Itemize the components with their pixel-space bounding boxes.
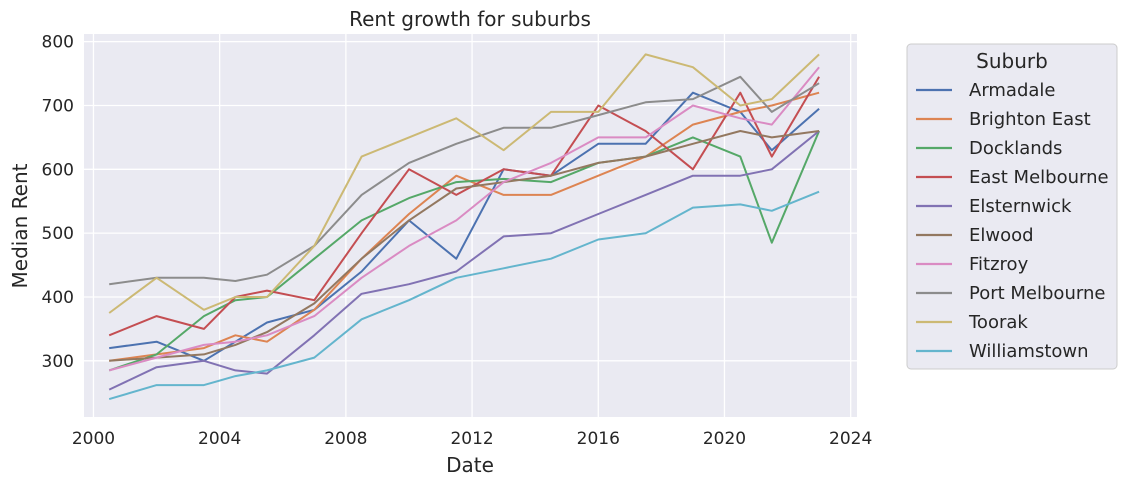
x-tick-label: 2012 (450, 429, 493, 449)
x-tick-label: 2004 (198, 429, 241, 449)
y-tick-label: 700 (42, 96, 74, 116)
x-axis-label: Date (446, 453, 494, 477)
chart-title: Rent growth for suburbs (349, 7, 591, 31)
legend-label-toorak: Toorak (968, 312, 1028, 333)
plot-background (84, 34, 857, 417)
legend-label-williamstown: Williamstown (969, 341, 1089, 362)
x-tick-label: 2008 (324, 429, 367, 449)
legend-label-docklands: Docklands (969, 138, 1062, 159)
y-tick-label: 400 (42, 288, 74, 308)
legend-label-east-melbourne: East Melbourne (969, 167, 1109, 188)
x-tick-label: 2020 (703, 429, 746, 449)
y-tick-label: 300 (42, 352, 74, 372)
legend-label-armadale: Armadale (969, 80, 1056, 101)
y-tick-label: 500 (42, 224, 74, 244)
y-tick-label: 600 (42, 160, 74, 180)
x-tick-label: 2024 (829, 429, 872, 449)
legend-title: Suburb (976, 49, 1048, 73)
series-line-east-melbourne (108, 76, 820, 337)
legend-label-port-melbourne: Port Melbourne (969, 283, 1105, 304)
series-line-williamstown (108, 190, 820, 401)
series-line-elsternwick (108, 130, 820, 391)
series-line-elwood (109, 130, 820, 362)
legend-label-elsternwick: Elsternwick (969, 196, 1072, 217)
x-tick-label: 2016 (577, 429, 620, 449)
y-axis-label: Median Rent (8, 163, 32, 288)
legend-label-elwood: Elwood (969, 225, 1034, 246)
series-line-fitzroy (108, 66, 820, 372)
series-line-brighton-east (109, 91, 820, 362)
y-axis-ticks: 300 400 500 600 700 800 (42, 33, 74, 372)
series-line-toorak (108, 53, 820, 314)
x-axis-ticks: 2000 2004 2008 2012 2016 2020 2024 (72, 429, 872, 449)
legend-label-fitzroy: Fitzroy (969, 254, 1029, 275)
series-line-port-melbourne (109, 75, 820, 286)
series-lines (108, 53, 821, 401)
legend-box (906, 43, 1118, 370)
legend-label-brighton-east: Brighton East (969, 109, 1091, 130)
legend: Suburb Armadale Brighton East Docklands Eas… (906, 43, 1118, 370)
y-tick-label: 800 (42, 33, 74, 53)
x-tick-label: 2000 (72, 429, 115, 449)
